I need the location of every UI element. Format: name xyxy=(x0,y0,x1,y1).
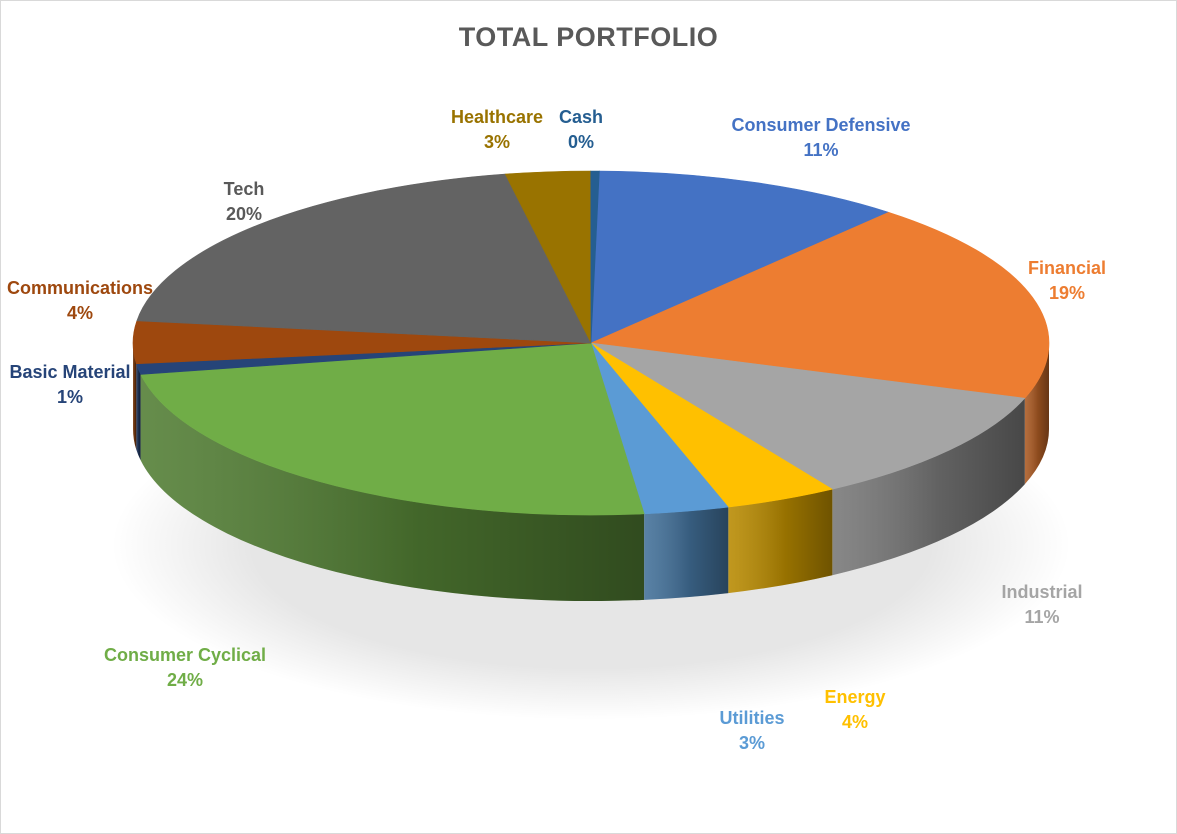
label-consumer-defensive: Consumer Defensive 11% xyxy=(701,113,941,163)
slice-tech[interactable] xyxy=(136,173,592,344)
label-percent: 11% xyxy=(1024,607,1060,627)
label-name: Healthcare xyxy=(450,107,544,127)
label-percent: 3% xyxy=(483,132,510,152)
label-percent: 4% xyxy=(66,303,93,323)
label-name: Utilities xyxy=(719,708,785,728)
slice-side-shading xyxy=(140,374,645,602)
slice-side-shading xyxy=(1024,343,1049,485)
label-percent: 1% xyxy=(56,387,83,407)
label-percent: 3% xyxy=(738,733,765,753)
label-name: Basic Material xyxy=(9,362,131,382)
slice-side-shading xyxy=(832,398,1025,576)
slice-financial[interactable] xyxy=(589,211,1050,399)
label-communications: Communications 4% xyxy=(0,276,200,326)
label-percent: 4% xyxy=(841,712,868,732)
label-utilities: Utilities 3% xyxy=(632,706,872,756)
label-healthcare: Healthcare 3% xyxy=(377,105,617,155)
slice-consumer-cyclical[interactable] xyxy=(140,342,645,516)
label-industrial: Industrial 11% xyxy=(922,580,1162,630)
pie-tops xyxy=(132,170,1050,516)
slice-cash[interactable] xyxy=(590,170,600,344)
label-name: Industrial xyxy=(1001,582,1083,602)
label-percent: 20% xyxy=(225,204,263,224)
label-energy: Energy 4% xyxy=(735,685,975,735)
label-basic-material: Basic Material 1% xyxy=(0,360,190,410)
label-name: Cash xyxy=(558,107,603,127)
label-consumer-cyclical: Consumer Cyclical 24% xyxy=(65,643,305,693)
label-name: Energy xyxy=(824,687,886,707)
label-percent: 11% xyxy=(803,140,839,160)
label-tech: Tech 20% xyxy=(124,177,364,227)
label-financial: Financial 19% xyxy=(947,256,1177,306)
slice-side-shading xyxy=(133,343,137,450)
slice-consumer-defensive[interactable] xyxy=(590,170,890,344)
label-name: Financial xyxy=(1027,258,1107,278)
label-cash: Cash 0% xyxy=(461,105,701,155)
label-name: Consumer Cyclical xyxy=(103,645,267,665)
slice-industrial[interactable] xyxy=(590,342,1026,490)
label-percent: 0% xyxy=(567,132,594,152)
label-percent: 24% xyxy=(166,670,204,690)
slice-side-shading xyxy=(136,363,141,461)
chart-title: TOTAL PORTFOLIO xyxy=(458,22,719,52)
label-name: Tech xyxy=(223,179,265,199)
label-percent: 19% xyxy=(1048,283,1086,303)
slice-side-shading xyxy=(728,489,833,594)
label-name: Communications xyxy=(6,278,153,298)
label-name: Consumer Defensive xyxy=(731,115,911,135)
pie-sides xyxy=(133,343,1049,602)
slice-side-shading xyxy=(644,507,729,600)
